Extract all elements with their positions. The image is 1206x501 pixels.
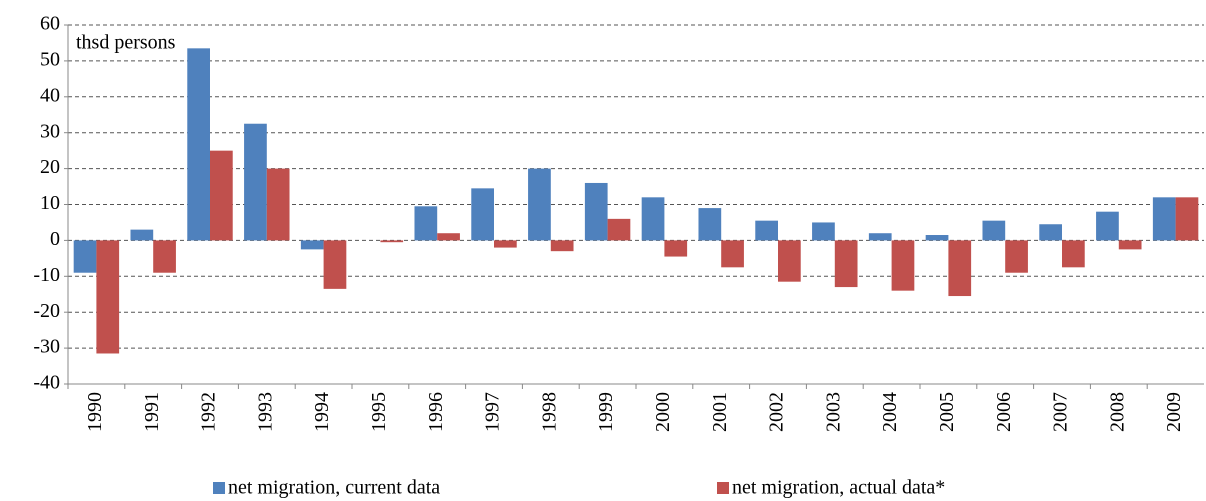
x-tick-label: 1992	[198, 392, 220, 432]
bar	[584, 182, 608, 241]
bar	[414, 206, 438, 241]
bar	[1062, 240, 1085, 268]
x-tick-label: 2002	[766, 392, 788, 432]
legend-label: net migration, actual data*	[732, 477, 945, 499]
x-tick-label: 1993	[254, 392, 276, 432]
bar	[755, 220, 778, 241]
y-tick-label: -20	[33, 300, 60, 322]
bar	[607, 218, 631, 241]
x-tick-label: 2007	[1050, 392, 1072, 432]
x-tick-label: 1998	[538, 392, 560, 432]
x-tick-label: 1994	[311, 392, 333, 432]
bar	[721, 240, 744, 268]
y-tick-label: 30	[40, 120, 60, 142]
bar	[187, 48, 210, 241]
bar	[925, 235, 949, 241]
x-tick-label: 2003	[822, 392, 844, 432]
x-tick-label: 1997	[482, 392, 504, 432]
bar	[96, 240, 120, 354]
x-tick-label: 2001	[709, 392, 731, 432]
y-tick-label: 20	[40, 156, 60, 178]
bar	[494, 240, 517, 248]
bar	[834, 240, 858, 288]
x-tick-label: 1991	[141, 392, 163, 432]
y-axis-label: thsd persons	[76, 32, 176, 54]
bar	[550, 240, 574, 252]
bar	[130, 229, 154, 241]
bar	[698, 208, 722, 241]
y-tick-label: 0	[50, 228, 60, 250]
legend-label: net migration, current data	[228, 477, 440, 499]
bar	[1152, 197, 1176, 241]
x-tick-label: 2005	[936, 392, 958, 432]
y-tick-label: -30	[33, 336, 60, 358]
y-tick-label: 40	[40, 84, 60, 106]
y-tick-label: -10	[33, 264, 60, 286]
bar	[266, 168, 290, 241]
y-tick-label: 60	[40, 13, 60, 35]
x-tick-label: 2006	[993, 392, 1015, 432]
bar	[437, 233, 460, 241]
bar	[891, 240, 915, 291]
plot: -40 -30 -20 -10 0 10 20 30 40 50 60 1990 1991 1992 199…	[33, 13, 1204, 499]
bar	[1096, 211, 1119, 241]
bar	[982, 220, 1006, 241]
x-tick-label: 2000	[652, 392, 674, 432]
bar	[948, 240, 972, 297]
y-tick-label: 10	[40, 192, 60, 214]
legend-swatch	[717, 482, 729, 494]
bar	[641, 197, 665, 241]
bar	[778, 240, 801, 282]
bar	[1039, 224, 1062, 241]
bar	[812, 222, 835, 241]
legend-swatch	[213, 482, 225, 494]
bar	[528, 168, 551, 241]
x-tick-label: 1996	[425, 392, 447, 432]
bar	[664, 240, 688, 257]
y-tick-label: -40	[33, 372, 60, 394]
bar	[1118, 240, 1142, 250]
x-tick-label: 1990	[84, 392, 106, 432]
bar	[868, 233, 892, 241]
x-tick-label: 2004	[879, 392, 901, 432]
bar	[1175, 197, 1199, 241]
x-tick-label: 2008	[1106, 392, 1128, 432]
x-tick-label: 1999	[595, 392, 617, 432]
bar	[380, 240, 404, 243]
x-tick-label: 2009	[1163, 392, 1185, 432]
bar	[471, 188, 494, 241]
x-tick-label: 1995	[368, 392, 390, 432]
bar	[244, 123, 267, 241]
bar	[73, 240, 97, 273]
bar	[210, 150, 233, 241]
bar	[323, 240, 347, 289]
y-tick-label: 50	[40, 48, 60, 70]
bar	[153, 240, 176, 273]
bar	[1005, 240, 1028, 273]
bar	[300, 240, 324, 250]
